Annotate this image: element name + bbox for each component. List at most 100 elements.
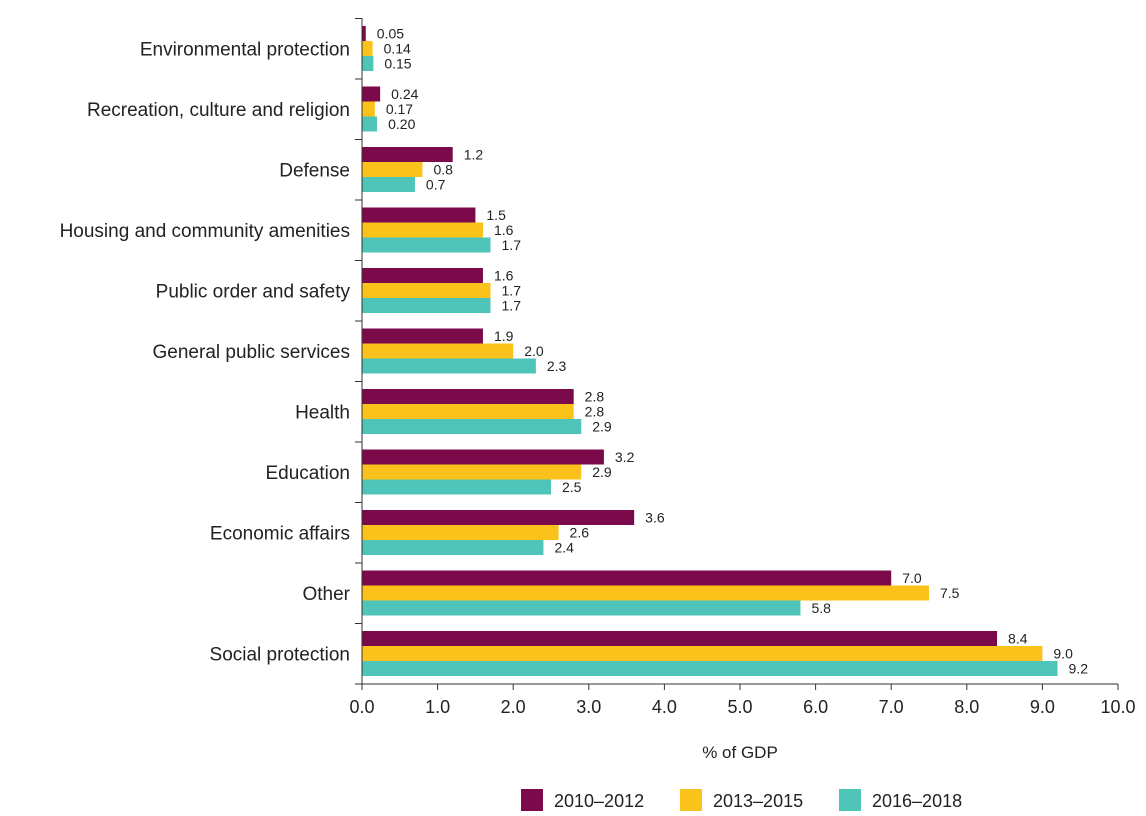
bar (362, 162, 423, 177)
x-tick-label: 6.0 (803, 697, 828, 717)
bar (362, 222, 483, 238)
category-label: Recreation, culture and religion (87, 100, 350, 121)
bar (362, 41, 373, 56)
value-label: 9.0 (1053, 646, 1073, 662)
value-label: 3.6 (645, 510, 665, 526)
bar (362, 540, 544, 555)
x-ticks-group: 0.0 1.0 2.0 3.0 4.0 5.0 6.0 7.0 8.0 9.0 10.0 (349, 684, 1136, 717)
category-label: Public order and safety (156, 282, 351, 303)
value-label: 0.7 (426, 177, 446, 193)
value-label: 1.7 (502, 283, 522, 299)
bar (362, 237, 491, 253)
bar (362, 419, 582, 434)
category-label: General public services (153, 342, 350, 363)
bar (362, 56, 374, 71)
bar (362, 631, 998, 646)
x-axis-title: % of GDP (702, 743, 778, 762)
x-tick-label: 1.0 (425, 697, 450, 717)
legend-label: 2013–2015 (713, 791, 803, 811)
value-label: 9.2 (1069, 661, 1089, 677)
value-label: 2.8 (585, 404, 605, 420)
bar (362, 177, 415, 192)
bar (362, 661, 1058, 676)
bar (362, 479, 551, 495)
bar (362, 464, 582, 480)
category-label: Other (302, 584, 350, 605)
bar (362, 510, 635, 525)
legend-label: 2010–2012 (554, 791, 644, 811)
bar (362, 86, 381, 102)
value-label: 0.15 (384, 56, 411, 72)
bar (362, 101, 375, 117)
bars-group (362, 26, 1058, 676)
value-label: 1.9 (494, 328, 514, 344)
legend-swatch (839, 789, 861, 811)
bar (362, 646, 1043, 661)
bar (362, 283, 491, 298)
value-label: 3.2 (615, 449, 635, 465)
category-label: Environmental protection (140, 40, 350, 61)
value-label: 1.7 (502, 237, 522, 253)
x-tick-label: 10.0 (1100, 697, 1135, 717)
bar (362, 298, 491, 313)
value-label: 2.9 (592, 464, 612, 480)
value-label: 2.9 (592, 419, 612, 435)
value-label: 2.0 (524, 343, 544, 359)
bar (362, 116, 378, 132)
bar (362, 570, 892, 586)
legend-label: 2016–2018 (872, 791, 962, 811)
bar (362, 343, 514, 359)
value-label: 0.05 (377, 26, 404, 42)
category-label: Health (295, 403, 350, 424)
value-label: 0.20 (388, 116, 415, 132)
value-label: 0.8 (433, 162, 453, 178)
bar (362, 404, 574, 419)
x-tick-label: 4.0 (652, 697, 677, 717)
value-label: 7.0 (902, 570, 922, 586)
bar (362, 525, 559, 540)
value-label: 1.5 (486, 207, 506, 223)
category-label: Social protection (210, 645, 350, 666)
x-tick-label: 7.0 (879, 697, 904, 717)
value-label: 5.8 (811, 600, 831, 616)
category-label: Economic affairs (210, 524, 350, 545)
value-label: 0.17 (386, 101, 413, 117)
value-label: 2.4 (554, 540, 574, 556)
bar (362, 389, 574, 404)
x-tick-label: 0.0 (349, 697, 374, 717)
legend-swatch (680, 789, 702, 811)
value-label: 2.6 (570, 525, 590, 541)
x-tick-label: 3.0 (576, 697, 601, 717)
value-label: 0.14 (384, 41, 411, 57)
value-label: 1.6 (494, 268, 514, 284)
x-tick-label: 2.0 (501, 697, 526, 717)
x-tick-label: 9.0 (1030, 697, 1055, 717)
bar (362, 328, 483, 344)
bar (362, 207, 476, 223)
bar (362, 147, 453, 162)
value-label: 2.3 (547, 358, 567, 374)
axes-group (355, 18, 1118, 685)
value-label: 1.6 (494, 222, 514, 238)
bar (362, 26, 366, 41)
bar (362, 600, 801, 616)
x-tick-label: 8.0 (954, 697, 979, 717)
legend: 2010–2012 2013–2015 2016–2018 (521, 789, 962, 811)
category-label: Defense (279, 161, 350, 182)
legend-swatch (521, 789, 543, 811)
x-tick-label: 5.0 (727, 697, 752, 717)
category-label: Housing and community amenities (60, 221, 350, 242)
value-labels-group: 0.050.140.150.240.170.201.20.80.71.51.61… (377, 26, 1088, 677)
bar (362, 585, 929, 601)
category-label: Education (265, 463, 350, 484)
value-label: 2.5 (562, 479, 582, 495)
value-label: 0.24 (391, 86, 418, 102)
value-label: 8.4 (1008, 631, 1028, 647)
value-label: 1.2 (464, 147, 484, 163)
category-labels-group: Environmental protection Recreation, cult… (60, 40, 351, 666)
bar (362, 358, 536, 374)
bar (362, 449, 604, 465)
bar (362, 268, 483, 283)
